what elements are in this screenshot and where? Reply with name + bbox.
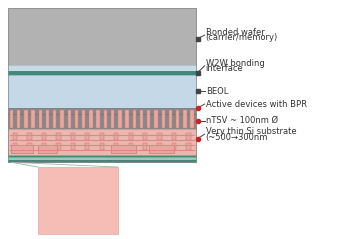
Bar (143, 133, 147, 140)
Bar (8, 130, 196, 155)
Text: W2W bonding: W2W bonding (206, 59, 265, 68)
Bar (187, 133, 190, 140)
Bar (13, 143, 17, 150)
Bar (71, 133, 75, 140)
Bar (56, 133, 61, 140)
Bar (24, 110, 27, 128)
Bar (125, 110, 129, 128)
Bar (53, 110, 57, 128)
Bar (162, 110, 165, 128)
Bar (60, 110, 64, 128)
Bar (190, 110, 194, 128)
Bar (129, 133, 133, 140)
Bar (172, 143, 176, 150)
Bar (183, 110, 187, 128)
Bar (132, 110, 136, 128)
Bar (38, 167, 118, 234)
Bar (11, 145, 33, 153)
Bar (104, 110, 107, 128)
Text: Bonded wafer: Bonded wafer (206, 27, 265, 37)
Bar (8, 8, 196, 162)
Bar (96, 110, 100, 128)
Bar (8, 130, 196, 155)
Bar (8, 157, 196, 160)
Text: BEOL: BEOL (206, 87, 228, 96)
Bar (169, 110, 172, 128)
Bar (68, 110, 71, 128)
Bar (176, 110, 179, 128)
Bar (17, 110, 20, 128)
Bar (85, 133, 89, 140)
Bar (114, 133, 118, 140)
Bar (114, 143, 118, 150)
Bar (56, 143, 61, 150)
Bar (85, 143, 89, 150)
Bar (42, 133, 46, 140)
Bar (8, 155, 196, 157)
Bar (129, 143, 133, 150)
Bar (100, 133, 104, 140)
Bar (111, 145, 136, 153)
Text: Very thin Si substrate: Very thin Si substrate (206, 127, 296, 136)
Bar (75, 110, 78, 128)
Bar (8, 75, 196, 108)
Bar (172, 133, 176, 140)
Bar (187, 143, 190, 150)
Text: Active devices with BPR: Active devices with BPR (206, 100, 307, 109)
Bar (27, 133, 32, 140)
Bar (100, 143, 104, 150)
Text: interface: interface (206, 64, 244, 73)
Text: (carrier/memory): (carrier/memory) (206, 33, 278, 42)
Bar (8, 114, 196, 130)
Bar (157, 133, 162, 140)
Bar (118, 110, 121, 128)
Bar (8, 71, 196, 75)
Bar (42, 143, 46, 150)
Bar (8, 65, 196, 71)
Bar (31, 110, 35, 128)
Bar (46, 110, 49, 128)
Bar (27, 143, 32, 150)
Text: (~500→300nm: (~500→300nm (206, 133, 268, 141)
Bar (149, 145, 174, 153)
Bar (13, 133, 17, 140)
Bar (82, 110, 85, 128)
Bar (71, 143, 75, 150)
Text: nTSV ~ 100nm Ø: nTSV ~ 100nm Ø (206, 116, 278, 125)
Bar (10, 110, 13, 128)
Bar (89, 110, 93, 128)
Bar (38, 110, 42, 128)
Bar (140, 110, 143, 128)
Bar (8, 108, 196, 114)
Bar (154, 110, 158, 128)
Bar (8, 160, 196, 162)
Bar (38, 145, 57, 153)
Bar (143, 143, 147, 150)
Bar (111, 110, 114, 128)
Bar (157, 143, 162, 150)
Bar (147, 110, 151, 128)
Bar (8, 8, 196, 65)
